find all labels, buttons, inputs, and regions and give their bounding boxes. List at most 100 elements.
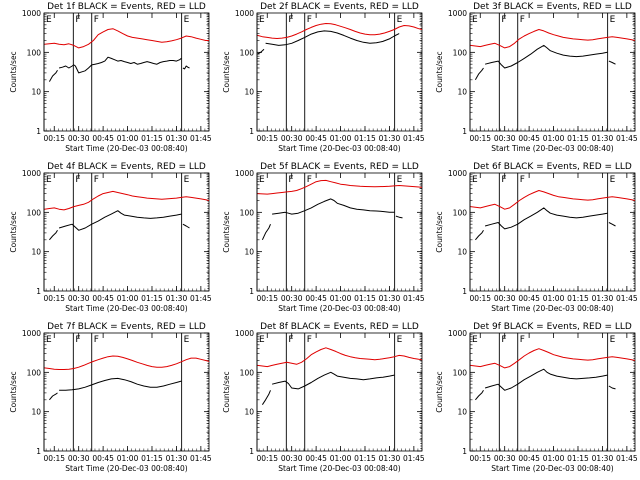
x-tick-label: 01:30 [379,454,401,463]
interval-marker-label: F [307,15,312,25]
events-series-line [182,65,190,70]
plot-frame [43,332,210,452]
x-tick-label: 00:15 [256,294,278,303]
chart-title: Det 2f BLACK = Events, RED = LLD [260,2,419,12]
y-axis-label: Counts/sec [435,211,444,252]
y-tick-label: 1 [249,447,254,456]
x-tick-label: 01:15 [141,454,163,463]
y-tick-label: 10 [31,408,41,417]
y-tick-label: 10 [457,88,467,97]
interval-marker-label: F [94,335,99,345]
x-tick-label: 01:30 [592,454,614,463]
x-tick-label: 01:45 [190,134,212,143]
events-series-line [484,368,608,391]
x-tick-label: 01:15 [141,134,163,143]
events-series-line [48,70,58,82]
interval-marker-label: E [46,175,52,185]
y-tick-label: 1 [249,127,254,136]
x-tick-label: 01:30 [166,294,188,303]
x-tick-label: 01:45 [403,134,425,143]
x-tick-label: 00:45 [92,294,114,303]
x-tick-label: 00:45 [92,454,114,463]
x-tick-label: 01:00 [543,454,565,463]
events-series-line [608,60,616,65]
interval-marker-label: F [75,15,80,25]
y-tick-label: 1000 [22,9,41,18]
interval-marker-label: E [46,335,52,345]
interval-marker-label: F [288,335,293,345]
x-tick-label: 00:30 [494,454,516,463]
chart-panel-8f: Det 8f BLACK = Events, RED = LLD 1 10 100 10… [222,322,425,473]
y-axis-label: Counts/sec [435,51,444,92]
y-tick-label: 1 [249,287,254,296]
lld-series-line [470,190,636,210]
y-tick-label: 1 [462,287,467,296]
x-tick-label: 00:15 [469,294,491,303]
events-series-line [474,67,484,81]
y-axis-label: Counts/sec [9,371,18,412]
events-series-line [475,230,484,241]
lld-series-line [44,355,210,370]
y-tick-label: 100 [240,48,255,57]
events-series-line [261,390,271,405]
lld-series-line [257,347,423,368]
events-series-line [49,230,58,241]
chart-panel-7f: Det 7f BLACK = Events, RED = LLD 1 10 100 10… [9,322,212,473]
interval-marker-label: E [184,175,190,185]
interval-marker-label: E [397,175,403,185]
x-axis-label: Start Time (20-Dec-03 00:08:40) [491,144,613,153]
x-tick-label: 01:30 [592,134,614,143]
events-series-line [59,377,182,391]
interval-marker-label: F [75,175,80,185]
interval-marker-label: E [259,335,265,345]
chart-panel-3f: Det 3f BLACK = Events, RED = LLD 1 10 100 10… [435,2,638,153]
y-tick-label: 1000 [448,329,467,338]
x-tick-label: 01:00 [330,454,352,463]
y-axis-label: Counts/sec [222,51,231,92]
x-tick-label: 01:30 [379,134,401,143]
chart-panel-2f: Det 2f BLACK = Events, RED = LLD 1 10 100 10… [222,2,425,153]
x-tick-label: 00:45 [305,134,327,143]
plot-frame [469,12,636,132]
x-tick-label: 01:00 [543,134,565,143]
plot-frame [43,172,210,292]
y-tick-label: 10 [31,88,41,97]
y-tick-label: 100 [27,208,42,217]
y-tick-label: 1 [462,127,467,136]
plot-frame [43,12,210,132]
x-tick-label: 01:45 [403,454,425,463]
x-tick-label: 00:15 [43,134,65,143]
x-tick-label: 00:45 [305,454,327,463]
events-series-line [182,223,190,229]
events-series-line [58,210,182,231]
chart-title: Det 5f BLACK = Events, RED = LLD [260,162,419,172]
y-tick-label: 10 [244,248,254,257]
events-series-line [395,215,403,219]
interval-marker-label: F [501,15,506,25]
lld-series-line [44,28,209,49]
x-tick-label: 01:15 [567,294,589,303]
chart-title: Det 7f BLACK = Events, RED = LLD [47,322,206,332]
x-tick-label: 01:00 [330,294,352,303]
x-tick-label: 00:30 [68,454,90,463]
events-series-line [257,48,265,55]
x-tick-label: 01:15 [354,454,376,463]
x-tick-label: 01:45 [190,294,212,303]
interval-marker-label: E [397,15,403,25]
chart-panel-9f: Det 9f BLACK = Events, RED = LLD 1 10 100 10… [435,322,638,473]
chart-title: Det 1f BLACK = Events, RED = LLD [47,2,206,12]
x-tick-label: 01:45 [190,454,212,463]
x-tick-label: 00:45 [305,294,327,303]
plot-frame [256,332,423,452]
y-tick-label: 1 [36,447,41,456]
chart-panel-4f: Det 4f BLACK = Events, RED = LLD 1 10 100 10… [9,162,212,313]
interval-marker-label: E [472,175,478,185]
y-tick-label: 10 [457,408,467,417]
plot-frame [469,172,636,292]
x-tick-label: 00:30 [68,134,90,143]
y-tick-label: 1 [36,127,41,136]
x-tick-label: 00:45 [92,134,114,143]
interval-marker-label: F [307,335,312,345]
x-tick-label: 00:30 [281,134,303,143]
y-axis-label: Counts/sec [9,211,18,252]
